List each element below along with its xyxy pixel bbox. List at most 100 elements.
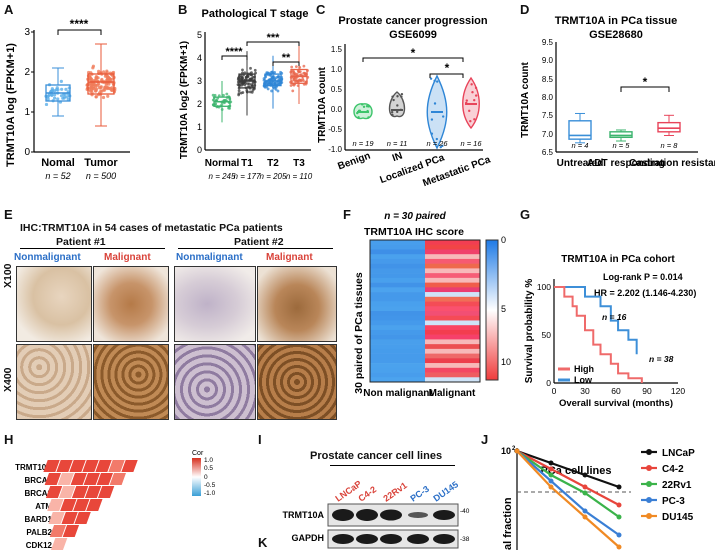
data-point — [582, 508, 588, 514]
panel-g-stat: HR = 2.202 (1.146-4.230) — [594, 288, 696, 298]
heatmap-cell — [370, 311, 425, 317]
cell-line-label: PC-3 — [408, 484, 431, 504]
panel-c-ytick: 1.0 — [331, 65, 343, 74]
data-point — [291, 89, 295, 93]
heatmap-cell — [425, 268, 480, 274]
gene-label: ATM — [35, 502, 52, 511]
group-label: Untreated — [557, 158, 604, 169]
data-point — [99, 89, 103, 93]
cell-line-label: 22Rv1 — [381, 480, 408, 503]
panel-f-title: TRMT10A IHC score — [364, 226, 464, 238]
ihc-image-p2-nonmalignant-x100 — [174, 266, 256, 342]
panel-a-ytick: 3 — [24, 27, 30, 38]
heatmap-xlabel: Non malignant — [363, 388, 433, 399]
corr-cell — [71, 486, 89, 498]
data-point — [102, 88, 106, 92]
panel-d-subtitle: GSE28680 — [589, 29, 643, 41]
corr-legend-tick: 0 — [204, 474, 208, 481]
corr-cell — [108, 460, 125, 472]
cell-line-curve — [516, 449, 620, 489]
panel-j-chart: PCa cell lines al fraction 10 2 LNCaPC4-… — [501, 446, 695, 550]
corr-cell — [60, 499, 77, 511]
heatmap-cell — [425, 339, 480, 345]
panel-b-title: Pathological T stage — [202, 8, 309, 20]
cell-line-label: DU145 — [431, 479, 460, 503]
data-point — [292, 71, 296, 75]
data-point — [396, 110, 399, 114]
data-point — [244, 81, 248, 85]
panel-d-ytick: 9.5 — [542, 38, 554, 47]
gene-label: TRMT10A — [15, 463, 52, 472]
panel-e-title: IHC:TRMT10A in 54 cases of metastatic PC… — [20, 222, 283, 234]
data-point — [94, 76, 98, 80]
data-point — [357, 116, 360, 119]
group-n: n = 110 — [286, 172, 313, 181]
panel-i-title: Prostate cancer cell lines — [310, 450, 443, 462]
corr-cell — [57, 473, 74, 485]
panel-j-ylabel: al fraction — [502, 497, 514, 550]
blot-band-label: TRMT10A — [282, 510, 324, 520]
legend-marker — [646, 449, 652, 455]
data-point — [276, 89, 280, 93]
panel-c-ytick: -1.0 — [328, 145, 342, 154]
gene-label: PALB2 — [26, 528, 52, 537]
heatmap-cell — [370, 273, 425, 279]
data-point — [441, 115, 445, 118]
panel-b-sig: *** — [267, 32, 281, 44]
data-point — [358, 109, 362, 113]
data-point — [243, 71, 247, 75]
blot-band — [380, 509, 402, 521]
data-point — [582, 514, 588, 520]
legend-label: LNCaP — [662, 448, 695, 459]
heatmap-cell — [370, 353, 425, 359]
data-point — [94, 95, 98, 99]
panel-letter-g: G — [520, 207, 531, 222]
legend-marker — [646, 465, 652, 471]
data-point — [429, 77, 433, 80]
data-point — [249, 66, 252, 70]
corr-cell — [70, 473, 87, 485]
panel-g-xtick: 120 — [671, 386, 685, 396]
data-point — [468, 109, 471, 113]
data-point — [548, 478, 554, 484]
heatmap-cell — [425, 301, 480, 307]
panel-g-ytick: 50 — [542, 330, 552, 340]
group-label: T1 — [241, 158, 253, 169]
panel-f-chart: n = 30 paired TRMT10A IHC score 30 paire… — [353, 211, 511, 399]
legend-label: High — [574, 364, 594, 374]
heatmap-cell — [425, 329, 480, 335]
panel-a-ytick: 1 — [24, 107, 30, 118]
panel-d-ytick: 8.0 — [542, 93, 554, 102]
panel-a-sig: **** — [70, 17, 89, 31]
corr-cell — [97, 486, 115, 498]
panel-i: Prostate cancer cell lines LNCaP C4-2 22… — [258, 440, 480, 550]
data-point — [104, 83, 109, 87]
corr-cell — [109, 473, 126, 485]
corr-cell — [86, 499, 103, 511]
panel-c-sig: * — [445, 61, 450, 75]
heatmap-cell — [425, 353, 480, 359]
corr-cell — [49, 525, 67, 537]
row-label: X400 — [2, 367, 14, 392]
legend-label: 22Rv1 — [662, 480, 692, 491]
data-point — [105, 70, 109, 74]
data-point — [97, 86, 102, 90]
data-point — [294, 78, 298, 82]
corr-cell — [58, 486, 76, 498]
blot-band — [332, 534, 354, 544]
data-point — [93, 83, 97, 87]
data-point — [616, 514, 622, 520]
data-point — [242, 81, 245, 84]
panel-b-sig: **** — [225, 46, 243, 58]
data-point — [582, 490, 588, 496]
heatmap-cell — [370, 277, 425, 283]
cell-line-curve — [516, 450, 620, 506]
data-point — [52, 96, 57, 100]
panel-letter-b: B — [178, 2, 188, 17]
corr-cell — [83, 473, 100, 485]
data-point — [108, 86, 112, 90]
data-point — [102, 70, 106, 74]
heatmap-cell — [370, 344, 425, 350]
panel-a-ytick: 2 — [24, 67, 30, 78]
corr-cell — [45, 486, 63, 498]
